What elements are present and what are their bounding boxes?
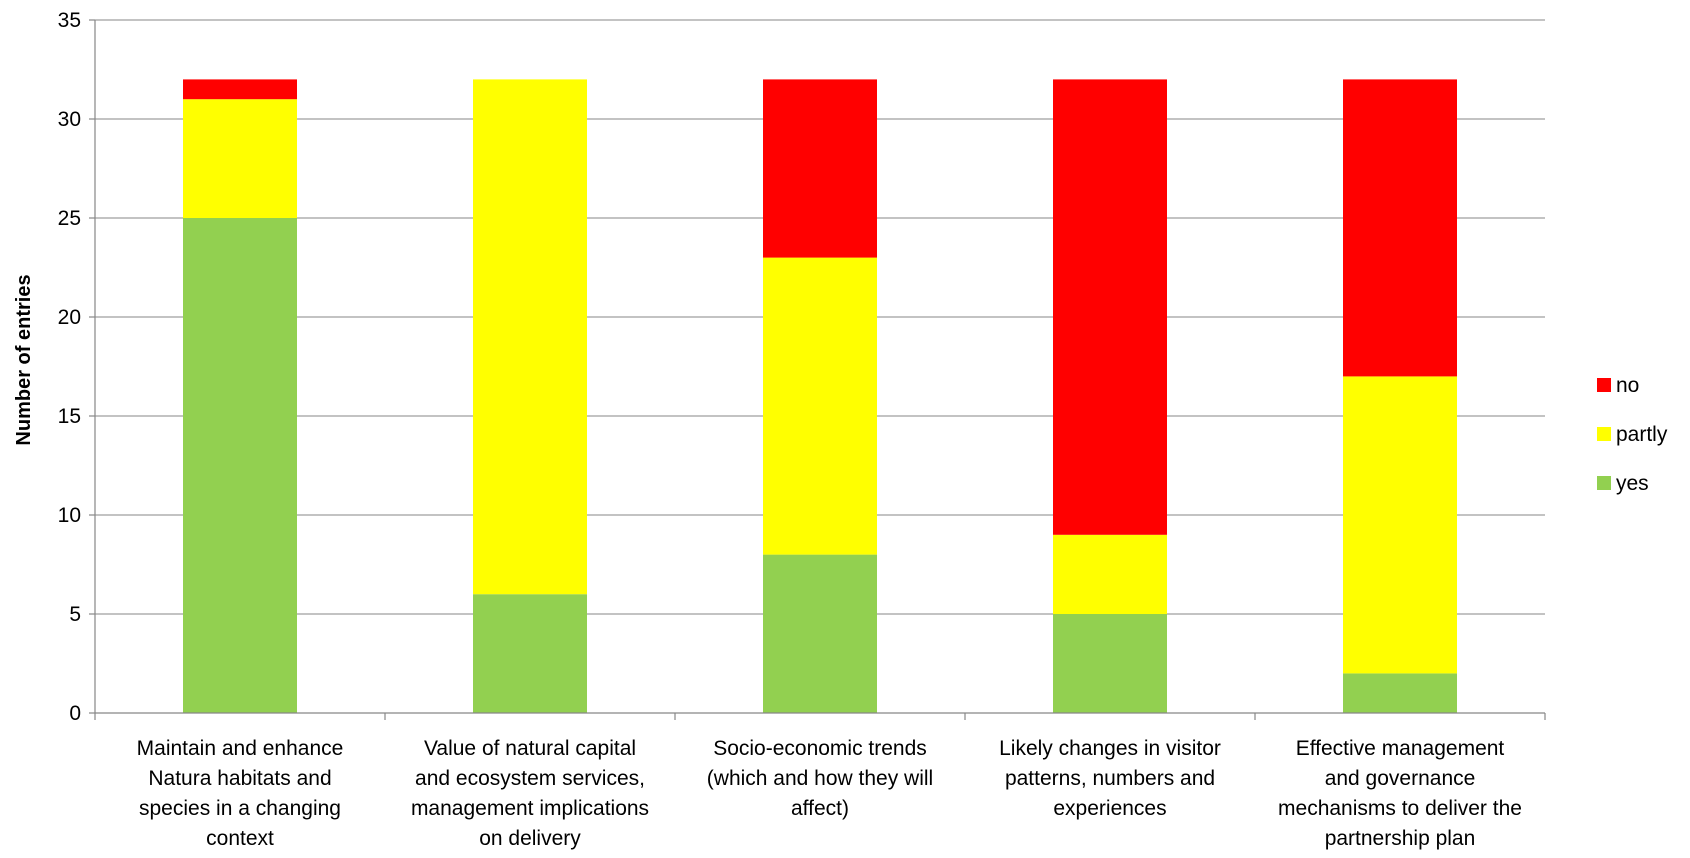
legend: no partly yes bbox=[1597, 374, 1668, 495]
bar-partly-3 bbox=[763, 257, 877, 555]
bar-no-1 bbox=[183, 79, 297, 100]
y-tick-label: 0 bbox=[69, 702, 81, 725]
y-tick-label: 30 bbox=[58, 108, 81, 131]
bar-yes-1 bbox=[183, 218, 297, 713]
legend-swatch-partly bbox=[1597, 427, 1611, 441]
bar-yes-4 bbox=[1053, 614, 1167, 713]
bars bbox=[183, 79, 1457, 713]
bar-no-4 bbox=[1053, 79, 1167, 535]
legend-label-partly: partly bbox=[1616, 423, 1668, 446]
y-tick-label: 20 bbox=[58, 306, 81, 329]
x-category-label: Maintain and enhance Natura habitats and s… bbox=[137, 737, 344, 850]
bar-partly-2 bbox=[473, 79, 587, 595]
legend-swatch-yes bbox=[1597, 476, 1611, 490]
y-tick-label: 10 bbox=[58, 504, 81, 527]
y-axis-label: Number of entries bbox=[13, 274, 35, 445]
bar-partly-5 bbox=[1343, 376, 1457, 674]
y-tick-label: 5 bbox=[69, 603, 81, 626]
y-tick-labels: 0 5 10 15 20 25 30 35 bbox=[58, 9, 81, 725]
bar-yes-3 bbox=[763, 554, 877, 713]
x-category-label: Socio-economic trends (which and how they… bbox=[707, 737, 933, 820]
x-category-labels: Maintain and enhance Natura habitats and s… bbox=[137, 737, 1522, 850]
axes bbox=[89, 19, 1546, 720]
x-category-label: Effective management and governance mechan… bbox=[1278, 737, 1522, 850]
y-tick-label: 25 bbox=[58, 207, 81, 230]
bar-yes-5 bbox=[1343, 673, 1457, 713]
legend-label-yes: yes bbox=[1616, 472, 1649, 495]
bar-no-3 bbox=[763, 79, 877, 258]
x-category-label: Value of natural capital and ecosystem se… bbox=[411, 737, 649, 850]
y-tick-label: 15 bbox=[58, 405, 81, 428]
legend-label-no: no bbox=[1616, 374, 1639, 397]
y-tick-label: 35 bbox=[58, 9, 81, 32]
bar-partly-1 bbox=[183, 99, 297, 218]
bar-no-5 bbox=[1343, 79, 1457, 377]
x-category-label: Likely changes in visitor patterns, numbe… bbox=[999, 737, 1221, 820]
bar-yes-2 bbox=[473, 594, 587, 713]
bar-partly-4 bbox=[1053, 534, 1167, 614]
legend-swatch-no bbox=[1597, 378, 1611, 392]
